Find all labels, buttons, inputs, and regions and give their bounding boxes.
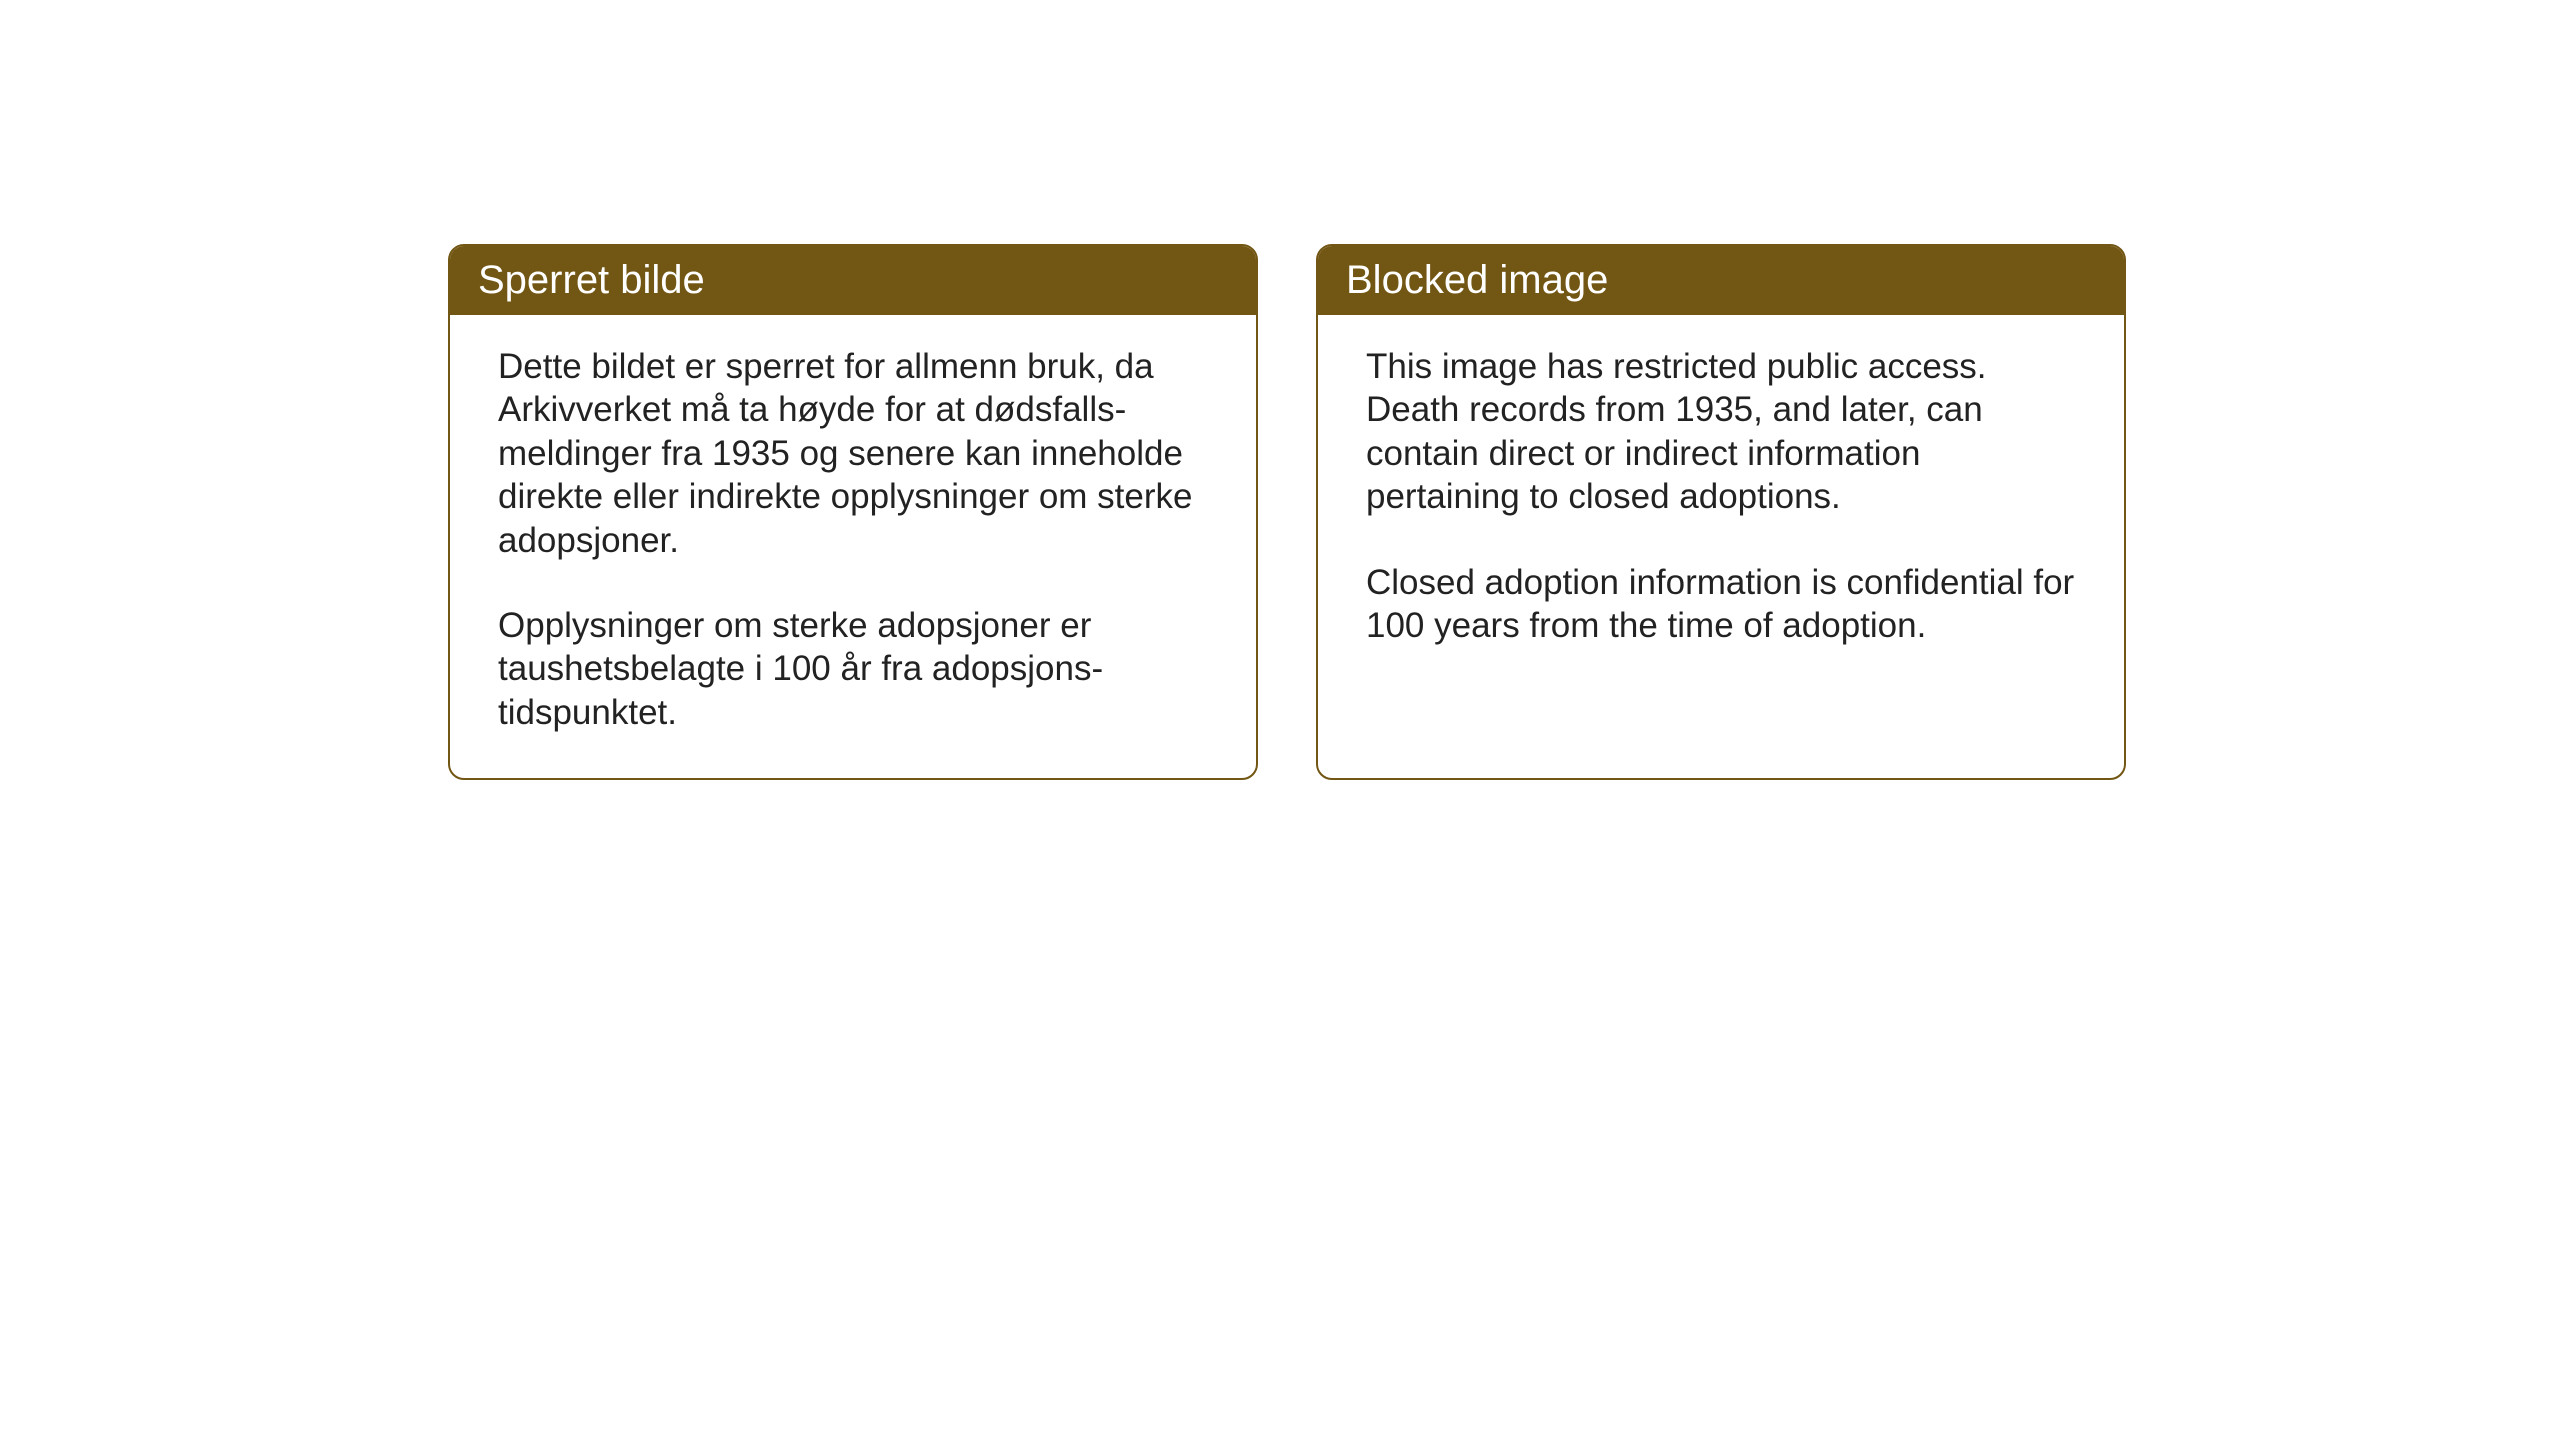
card-title: Blocked image <box>1346 258 1608 302</box>
card-paragraph: This image has restricted public access.… <box>1366 345 2076 519</box>
card-body-english: This image has restricted public access.… <box>1318 315 2124 691</box>
card-title: Sperret bilde <box>478 258 705 302</box>
card-paragraph: Dette bildet er sperret for allmenn bruk… <box>498 345 1208 562</box>
notice-card-norwegian: Sperret bilde Dette bildet er sperret fo… <box>448 244 1258 780</box>
card-paragraph: Opplysninger om sterke adopsjoner er tau… <box>498 604 1208 734</box>
card-body-norwegian: Dette bildet er sperret for allmenn bruk… <box>450 315 1256 778</box>
card-header-english: Blocked image <box>1318 246 2124 315</box>
notice-container: Sperret bilde Dette bildet er sperret fo… <box>448 244 2126 780</box>
card-paragraph: Closed adoption information is confident… <box>1366 561 2076 648</box>
notice-card-english: Blocked image This image has restricted … <box>1316 244 2126 780</box>
card-header-norwegian: Sperret bilde <box>450 246 1256 315</box>
